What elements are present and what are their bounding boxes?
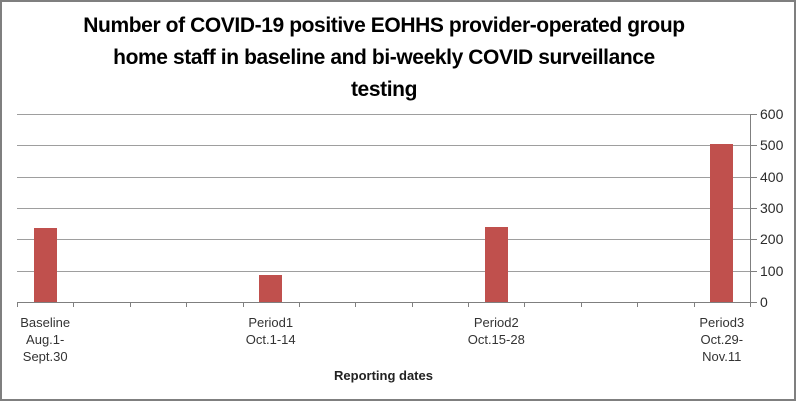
gridline bbox=[17, 239, 750, 241]
x-tick bbox=[17, 303, 18, 307]
chart-title-line-1: Number of COVID-19 positive EOHHS provid… bbox=[83, 14, 685, 37]
y-tick bbox=[750, 270, 757, 272]
x-tick bbox=[693, 303, 695, 307]
gridline bbox=[17, 145, 750, 147]
y-axis-label: 100 bbox=[760, 262, 784, 279]
chart-title: Number of COVID-19 positive EOHHS provid… bbox=[2, 10, 766, 106]
y-axis-label: 400 bbox=[760, 168, 784, 185]
x-tick bbox=[242, 303, 244, 307]
x-axis-label-line: Aug.1- bbox=[26, 332, 65, 347]
x-tick bbox=[129, 303, 131, 307]
gridline bbox=[17, 176, 750, 178]
x-axis-label: Period3 Oct.29- Nov.11 bbox=[657, 314, 787, 365]
x-axis-label-line: Period3 bbox=[699, 315, 745, 330]
bar-3 bbox=[484, 226, 508, 302]
x-tick bbox=[637, 303, 639, 307]
x-axis-label: Period1 Oct.1-14 bbox=[206, 314, 336, 348]
bar-1 bbox=[33, 228, 57, 302]
y-axis-label: 0 bbox=[760, 294, 768, 310]
y-tick bbox=[750, 208, 757, 209]
x-tick bbox=[411, 303, 413, 307]
y-tick bbox=[750, 145, 757, 147]
x-tick bbox=[524, 303, 526, 307]
x-axis-label-line: Period1 bbox=[248, 315, 294, 330]
gridline bbox=[17, 114, 750, 115]
gridline bbox=[17, 208, 750, 209]
x-axis-line bbox=[17, 302, 751, 303]
y-tick bbox=[750, 114, 757, 115]
x-axis-label: Baseline Aug.1- Sept.30 bbox=[2, 314, 110, 365]
bar-2 bbox=[259, 275, 283, 302]
y-tick bbox=[750, 302, 757, 303]
x-axis-label-line: Nov.11 bbox=[702, 349, 742, 364]
x-axis-label-line: Sept.30 bbox=[22, 349, 68, 364]
x-tick bbox=[73, 303, 75, 307]
x-axis-label: Period2 Oct.15-28 bbox=[431, 314, 561, 348]
x-tick bbox=[468, 303, 470, 307]
x-tick bbox=[750, 303, 751, 307]
gridline bbox=[17, 270, 750, 272]
x-axis-label-line: Oct.15-28 bbox=[467, 332, 525, 347]
y-axis-label: 200 bbox=[760, 231, 784, 248]
y-axis-label: 500 bbox=[760, 137, 784, 154]
y-axis-label: 600 bbox=[760, 106, 784, 122]
y-tick bbox=[750, 176, 757, 178]
y-axis-label: 300 bbox=[760, 200, 784, 216]
chart-title-line-2: home staff in baseline and bi-weekly COV… bbox=[113, 46, 655, 69]
y-tick bbox=[750, 239, 757, 241]
x-axis-label-line: Baseline bbox=[20, 315, 71, 330]
bar-4 bbox=[710, 143, 734, 302]
x-tick bbox=[298, 303, 300, 307]
x-tick bbox=[355, 303, 357, 307]
x-axis-label-line: Period2 bbox=[473, 315, 519, 330]
x-axis-label-line: Oct.29- bbox=[700, 332, 744, 347]
x-axis-label-line: Oct.1-14 bbox=[245, 332, 296, 347]
x-axis-title: Reporting dates bbox=[334, 368, 433, 383]
x-tick bbox=[186, 303, 188, 307]
x-tick bbox=[580, 303, 582, 307]
chart-title-line-3: testing bbox=[350, 78, 418, 101]
